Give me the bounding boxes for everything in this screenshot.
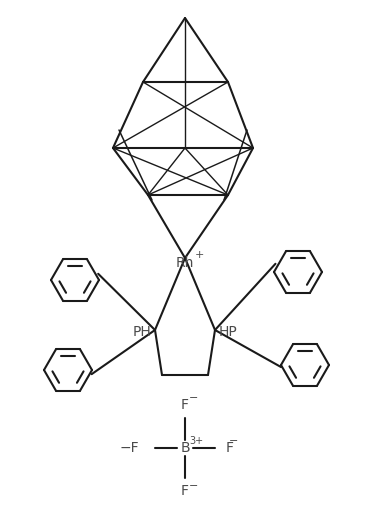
Text: +: + xyxy=(194,250,204,260)
Text: F: F xyxy=(181,484,189,498)
Text: −: − xyxy=(189,393,199,403)
Text: −F: −F xyxy=(120,441,139,455)
Text: F: F xyxy=(181,398,189,412)
Text: 3+: 3+ xyxy=(189,436,203,446)
Text: HP: HP xyxy=(219,325,238,339)
Text: F: F xyxy=(226,441,234,455)
Text: −: − xyxy=(229,436,239,446)
Text: PH: PH xyxy=(132,325,151,339)
Text: −: − xyxy=(189,481,199,491)
Text: Rh: Rh xyxy=(176,256,194,270)
Text: B: B xyxy=(180,441,190,455)
